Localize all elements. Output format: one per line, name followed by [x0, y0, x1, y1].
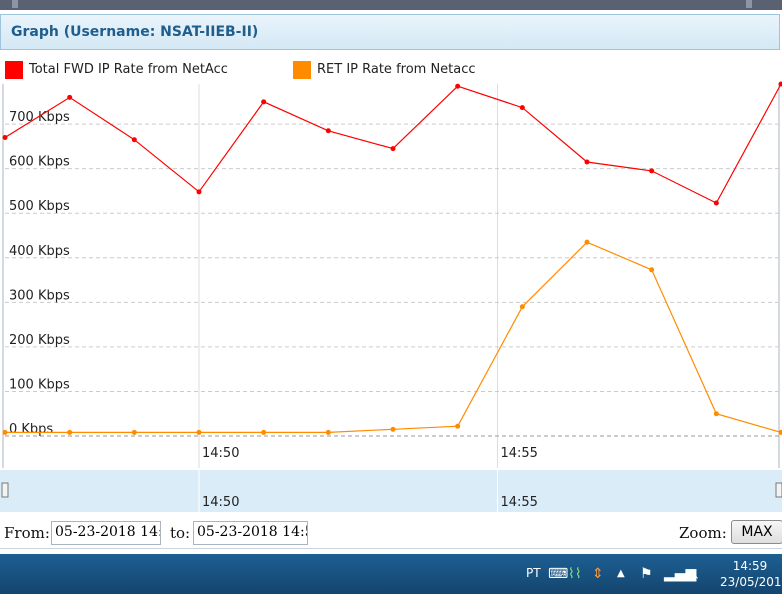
data-point	[325, 429, 331, 435]
splitter-handle-left[interactable]	[12, 0, 18, 8]
data-point	[261, 429, 267, 435]
data-point	[390, 146, 396, 152]
legend-item-fwd[interactable]: Total FWD IP Rate from NetAcc	[5, 60, 265, 80]
data-point	[713, 411, 719, 417]
from-label: From:	[4, 524, 50, 542]
data-point	[2, 429, 8, 435]
date-range-footer: From: 05-23-2018 14:4 to: 05-23-2018 14:…	[0, 514, 782, 549]
legend-swatch-ret	[293, 61, 311, 79]
navigator-tick-label: 14:50	[202, 495, 239, 510]
from-date-input[interactable]: 05-23-2018 14:4	[51, 521, 161, 545]
y-tick-label: 500 Kbps	[9, 199, 70, 214]
data-point	[519, 304, 525, 310]
action-center-flag-icon[interactable]: ⚑	[640, 566, 653, 582]
data-point	[67, 429, 73, 435]
panel-title: Graph (Username: NSAT-IIEB-II)	[11, 24, 259, 40]
data-point	[649, 168, 655, 174]
data-point	[519, 105, 525, 111]
data-point	[196, 429, 202, 435]
legend-swatch-fwd	[5, 61, 23, 79]
zoom-label: Zoom:	[679, 524, 727, 542]
x-tick-label: 14:55	[500, 446, 537, 461]
legend-label-ret: RET IP Rate from Netacc	[317, 62, 476, 77]
y-tick-label: 600 Kbps	[9, 155, 70, 170]
x-tick-label: 14:50	[202, 446, 239, 461]
series-line-0	[4, 83, 782, 204]
data-point	[455, 83, 461, 89]
y-tick-label: 400 Kbps	[9, 244, 70, 259]
legend-item-ret[interactable]: RET IP Rate from Netacc	[293, 60, 513, 80]
zoom-max-button[interactable]: MAX	[731, 520, 782, 544]
show-hidden-icons-icon[interactable]: ▲	[617, 568, 625, 579]
data-point	[67, 94, 73, 100]
updown-arrows-icon[interactable]: ⇕	[592, 566, 604, 582]
to-date-input[interactable]: 05-23-2018 14:5	[193, 521, 308, 545]
data-point	[196, 189, 202, 195]
data-point	[455, 423, 461, 429]
data-point	[131, 137, 137, 143]
navigator-tick-label: 14:55	[500, 495, 537, 510]
y-tick-label: 300 Kbps	[9, 288, 70, 303]
navigator-left-handle	[1, 482, 9, 498]
data-point	[778, 81, 782, 87]
navigator-strip[interactable]: 14:50 14:55	[0, 470, 782, 512]
network-tray-icon[interactable]: ⌇⌇	[568, 566, 582, 582]
window-top-strip	[0, 0, 782, 10]
language-indicator[interactable]: PT	[526, 566, 541, 580]
data-point	[584, 239, 590, 245]
legend-label-fwd: Total FWD IP Rate from NetAcc	[29, 62, 228, 77]
data-point	[131, 429, 137, 435]
y-tick-label: 700 Kbps	[9, 110, 70, 125]
line-chart: 14:50 14:55 0 Kbps 100 Kbps 200 Kbps 300 Kbps…	[2, 81, 782, 468]
navigator-right-handle	[775, 482, 782, 498]
panel-header: Graph (Username: NSAT-IIEB-II)	[0, 14, 780, 50]
data-point	[325, 128, 331, 134]
signal-bars-icon[interactable]: ▂▄▆	[664, 566, 697, 582]
data-point	[390, 426, 396, 432]
data-point	[261, 99, 267, 105]
volume-icon[interactable]: 🔇︎	[690, 566, 699, 582]
navigator-svg: 14:50 14:55	[1, 470, 782, 512]
data-point	[2, 134, 8, 140]
data-point	[584, 159, 590, 165]
y-tick-label: 0 Kbps	[9, 422, 53, 437]
keyboard-icon[interactable]: ⌨	[548, 566, 569, 582]
taskbar: PT ⌨ ⌇⌇ ⇕ ▲ ⚑ ▂▄▆ 🔇︎ 14:59 23/05/2018	[0, 554, 782, 594]
data-point	[649, 267, 655, 273]
clock-time: 14:59	[732, 559, 768, 573]
y-tick-label: 200 Kbps	[9, 333, 70, 348]
data-point	[778, 429, 782, 435]
taskbar-clock[interactable]: 14:59 23/05/2018	[720, 558, 782, 590]
y-tick-label: 100 Kbps	[9, 377, 70, 392]
series-line-1	[5, 241, 782, 433]
data-point	[713, 200, 719, 206]
to-label: to:	[170, 524, 191, 542]
clock-date: 23/05/2018	[720, 575, 782, 589]
splitter-handle-right[interactable]	[746, 0, 752, 8]
